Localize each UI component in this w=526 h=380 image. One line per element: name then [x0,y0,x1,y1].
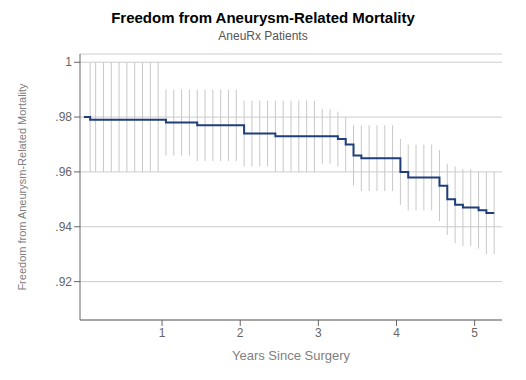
svg-text:.98: .98 [55,110,72,124]
svg-text:.94: .94 [55,220,72,234]
svg-text:.96: .96 [55,165,72,179]
svg-text:4: 4 [393,326,400,340]
svg-text:Years Since Surgery: Years Since Surgery [232,348,351,363]
svg-text:Freedom from Aneurysm-Related: Freedom from Aneurysm-Related Mortality [16,83,28,291]
svg-text:3: 3 [315,326,322,340]
html-text:AneuRx Patients: AneuRx Patients [218,29,308,43]
svg-text:1: 1 [65,55,72,69]
html-text:Freedom from Aneurysm-Related: Freedom from Aneurysm-Related Mortality [111,9,415,26]
svg-text:2: 2 [237,326,244,340]
svg-text:5: 5 [471,326,478,340]
svg-text:1: 1 [159,326,166,340]
svg-text:.92: .92 [55,275,72,289]
